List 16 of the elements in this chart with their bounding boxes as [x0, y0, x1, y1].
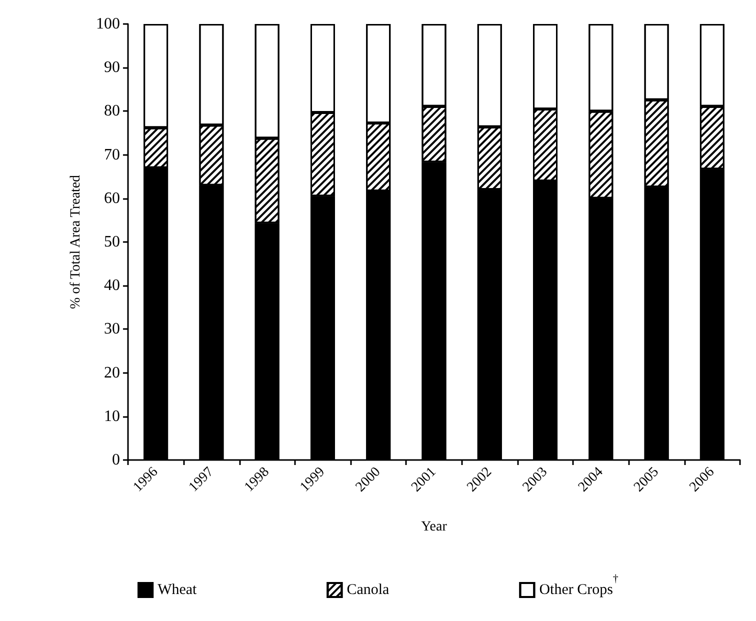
legend-label: Wheat — [158, 582, 198, 598]
y-tick-label: 60 — [104, 190, 120, 207]
legend-label: Other Crops† — [539, 573, 619, 598]
y-tick-label: 100 — [96, 16, 120, 32]
y-tick-label: 0 — [112, 452, 120, 468]
y-tick-label: 30 — [104, 320, 120, 338]
y-tick-label: 80 — [104, 102, 120, 120]
legend-label: Canola — [346, 582, 390, 598]
y-tick-label: 10 — [104, 408, 120, 425]
y-tick-label: 70 — [104, 146, 120, 164]
y-tick-label: 20 — [104, 364, 120, 382]
x-axis-title: Year — [421, 520, 448, 534]
y-tick-label: 40 — [104, 277, 120, 294]
y-tick-label: 90 — [104, 59, 120, 76]
y-tick-label: 50 — [104, 234, 120, 250]
y-axis-title: % of Total Area Treated — [68, 174, 84, 310]
